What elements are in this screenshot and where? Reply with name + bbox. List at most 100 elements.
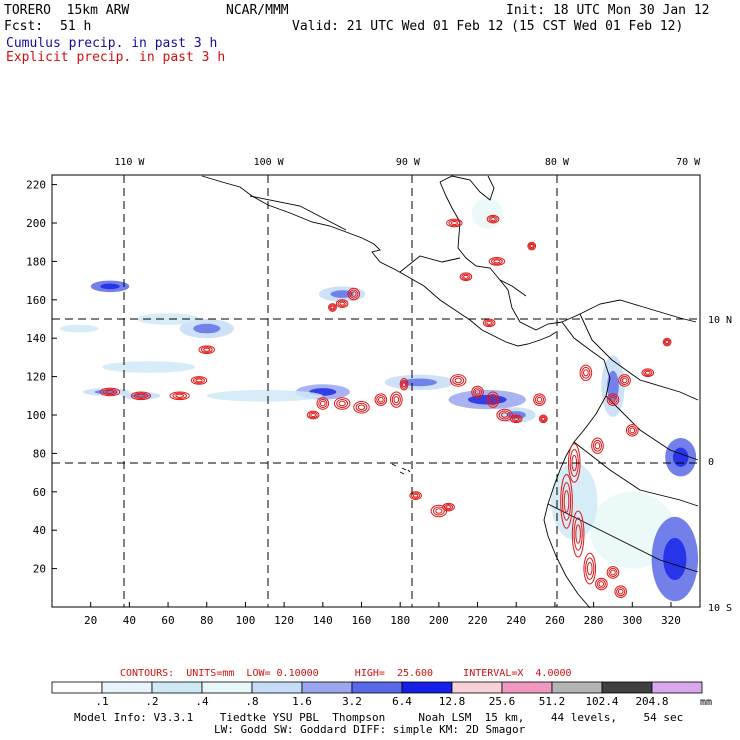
coastline-yucatan xyxy=(439,175,495,201)
precip-contour-ring xyxy=(490,396,496,404)
precip-contour-ring xyxy=(472,387,483,397)
legend-swatch xyxy=(51,681,103,694)
x-tick-label: 140 xyxy=(313,614,333,627)
legend-threshold-label: 102.4 xyxy=(585,695,618,708)
legend-swatch xyxy=(251,681,303,694)
precip-contour-ring xyxy=(592,439,603,452)
precip-contour-ring xyxy=(488,257,506,266)
forecast-label: Fcst: xyxy=(4,19,44,34)
precip-contour-ring xyxy=(498,410,511,420)
precip-contour-ring xyxy=(490,217,496,222)
precip-contour-ring xyxy=(318,398,328,409)
longitude-label: 90 W xyxy=(396,157,421,168)
precip-contour-ring xyxy=(190,376,208,385)
precip-contour-ring xyxy=(347,287,361,301)
x-tick-label: 40 xyxy=(123,614,136,627)
legend-threshold-label: .2 xyxy=(145,695,158,708)
precip-contour-ring xyxy=(432,506,445,516)
precip-contour-ring xyxy=(663,338,671,346)
precip-contour-ring xyxy=(449,374,467,387)
precip-contour-ring xyxy=(608,567,618,577)
model-name: TORERO 15km ARW xyxy=(4,3,130,18)
y-tick-label: 100 xyxy=(26,409,46,422)
precip-contour-ring xyxy=(585,557,595,580)
precip-contour-ring xyxy=(598,581,605,587)
precip-contour-ring xyxy=(328,303,337,312)
precip-contour-ring xyxy=(488,393,498,406)
precip-contour-ring xyxy=(399,378,409,391)
legend-swatch xyxy=(401,681,453,694)
precip-contour-ring xyxy=(538,414,548,424)
legend-threshold-label: .1 xyxy=(95,695,108,708)
precip-contour-ring xyxy=(102,388,118,396)
y-tick-label: 20 xyxy=(33,563,46,576)
precip-contour-ring xyxy=(561,482,572,521)
coastline-layer xyxy=(201,175,699,609)
precip-contour-ring xyxy=(335,299,349,308)
precip-shade-core xyxy=(672,447,689,467)
precip-contour-ring xyxy=(435,508,443,514)
precip-contour-ring xyxy=(493,259,501,264)
precip-contour-ring xyxy=(411,492,421,499)
longitude-label: 110 W xyxy=(114,157,145,168)
precip-contour-ring xyxy=(573,517,583,551)
precip-contour-ring xyxy=(560,474,573,529)
model-info-line2: LW: Godd SW: Goddard DIFF: simple KM: 2D… xyxy=(214,723,526,736)
precip-contour-ring xyxy=(306,410,320,420)
precip-contour-ring xyxy=(172,392,187,399)
precip-contour-ring xyxy=(486,214,500,224)
precip-contour-ring xyxy=(353,401,370,414)
precip-contour-ring xyxy=(193,377,205,384)
legend-swatch xyxy=(451,681,503,694)
precip-contour-ring xyxy=(400,379,408,389)
precip-shade-patch xyxy=(102,361,196,373)
precip-contour-ring xyxy=(608,395,618,405)
precip-contour-ring xyxy=(391,393,401,406)
grid-layer xyxy=(52,175,700,607)
precip-contour-ring xyxy=(490,258,503,265)
precip-contour-ring xyxy=(541,416,546,421)
precip-contour-ring xyxy=(316,397,330,410)
precip-contour-ring xyxy=(336,398,349,409)
precip-contour-ring xyxy=(319,400,326,407)
x-tick-label: 240 xyxy=(506,614,526,627)
explicit-precip-caption: Explicit precip. in past 3 h xyxy=(6,50,226,65)
precip-contour-ring xyxy=(529,244,534,249)
coastline-south-america-north xyxy=(561,299,697,323)
precip-contour-ring xyxy=(330,305,335,310)
precip-contour-ring xyxy=(445,505,452,510)
x-tick-label: 120 xyxy=(274,614,294,627)
precip-contour-ring xyxy=(409,491,422,500)
precip-contour-ring xyxy=(627,425,637,435)
precip-contour-ring xyxy=(355,402,368,412)
precip-contour-ring xyxy=(175,393,185,398)
legend-contour-header: CONTOURS: UNITS=mm LOW= 0.10000 HIGH= 25… xyxy=(120,668,572,679)
precip-shade-core xyxy=(131,393,151,398)
legend-labels: .1 .2 .4 .8 1.6 3.2 6.4 12.8 25.6 51.2 102.4 204.8 m… xyxy=(95,695,712,708)
precip-contour-ring xyxy=(136,393,146,398)
legend-swatch xyxy=(151,681,203,694)
precip-contour-ring xyxy=(337,300,347,307)
legend-swatch xyxy=(201,681,253,694)
precip-contour-ring xyxy=(195,378,203,383)
precip-contour-ring xyxy=(442,502,455,512)
precip-contour-ring xyxy=(625,424,639,437)
precip-contour-ring xyxy=(329,304,336,311)
precip-contour-ring xyxy=(641,368,655,378)
precip-contour-ring xyxy=(617,588,624,595)
precip-contour-ring xyxy=(629,427,636,434)
y-tick-label: 200 xyxy=(26,217,46,230)
precip-contour-ring xyxy=(461,273,471,280)
y-tick-label: 160 xyxy=(26,294,46,307)
legend-threshold-label: 12.8 xyxy=(439,695,466,708)
precip-contour-ring xyxy=(511,415,521,423)
latitude-label: 0 xyxy=(708,457,714,468)
precip-contour-ring xyxy=(596,579,606,589)
contour-layer xyxy=(99,214,672,598)
init-time: Init: 18 UTC Mon 30 Jan 12 xyxy=(506,3,710,18)
precip-contour-ring xyxy=(486,320,492,325)
precip-contour-ring xyxy=(198,345,215,355)
precip-contour-ring xyxy=(99,387,121,397)
precip-contour-ring xyxy=(443,503,454,511)
